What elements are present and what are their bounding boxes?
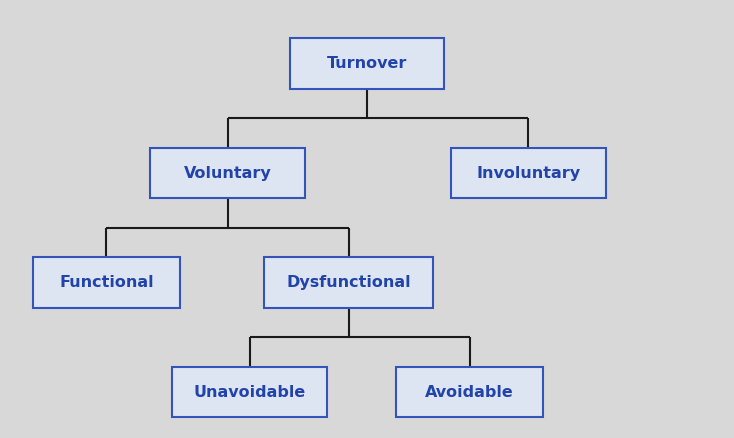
Text: Turnover: Turnover (327, 56, 407, 71)
Text: Unavoidable: Unavoidable (194, 385, 305, 399)
Text: Avoidable: Avoidable (426, 385, 514, 399)
FancyBboxPatch shape (150, 148, 305, 198)
Text: Involuntary: Involuntary (476, 166, 581, 180)
Text: Functional: Functional (59, 275, 153, 290)
Text: Dysfunctional: Dysfunctional (286, 275, 411, 290)
FancyBboxPatch shape (290, 39, 444, 88)
FancyBboxPatch shape (172, 367, 327, 417)
Text: Voluntary: Voluntary (184, 166, 272, 180)
FancyBboxPatch shape (33, 258, 180, 307)
FancyBboxPatch shape (264, 258, 433, 307)
FancyBboxPatch shape (396, 367, 543, 417)
FancyBboxPatch shape (451, 148, 606, 198)
